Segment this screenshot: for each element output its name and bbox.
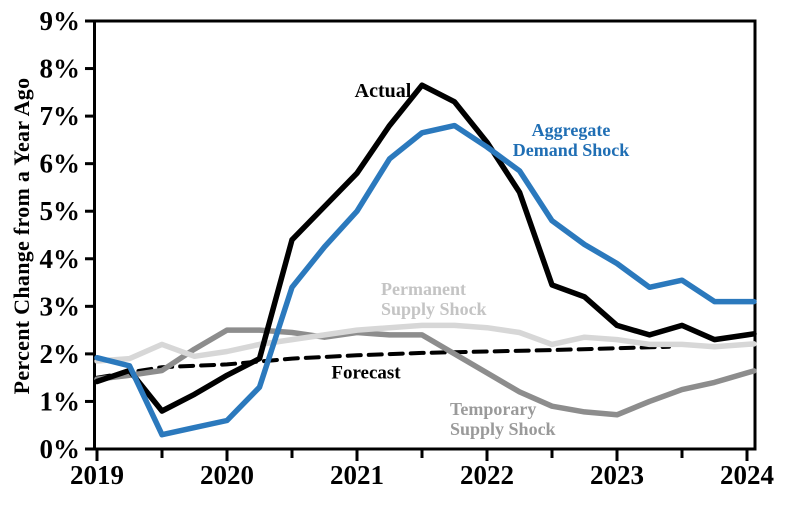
series-actual	[94, 82, 757, 414]
x-tick-label: 2020	[200, 460, 254, 490]
plot-border	[93, 19, 757, 451]
x-tick-label: 2021	[330, 460, 384, 490]
label-aggregate-demand-shock: Aggregate Demand Shock	[512, 119, 630, 160]
y-tick-label: 4%	[40, 244, 81, 274]
label-permanent-supply-shock: Permanent Supply Shock	[381, 278, 487, 319]
series-permanent-supply-shock	[94, 322, 757, 364]
series-aggregate-demand-shock	[94, 122, 757, 438]
label-temporary-supply-shock: Temporary Supply Shock	[450, 398, 556, 439]
y-tick-label: 7%	[40, 101, 81, 131]
y-tick-label: 9%	[40, 6, 81, 36]
y-tick-label: 3%	[40, 291, 81, 321]
y-tick-label: 1%	[40, 386, 81, 416]
x-tick-label: 2022	[460, 460, 514, 490]
series-forecast	[95, 344, 671, 380]
x-tick-label: 2019	[70, 460, 124, 490]
x-tick-label: 2024	[720, 460, 774, 490]
series-temporary-supply-shock	[94, 327, 757, 418]
y-tick-label: 6%	[40, 149, 81, 179]
y-axis-title: Percent Change from a Year Ago	[9, 77, 34, 395]
y-tick-label: 5%	[40, 196, 81, 226]
label-actual: Actual	[354, 79, 412, 102]
x-tick-label: 2023	[590, 460, 644, 490]
y-tick-label: 2%	[40, 339, 81, 369]
label-forecast: Forecast	[331, 362, 401, 384]
y-tick-label: 8%	[40, 54, 81, 84]
y-tick-label: 0%	[40, 434, 81, 464]
